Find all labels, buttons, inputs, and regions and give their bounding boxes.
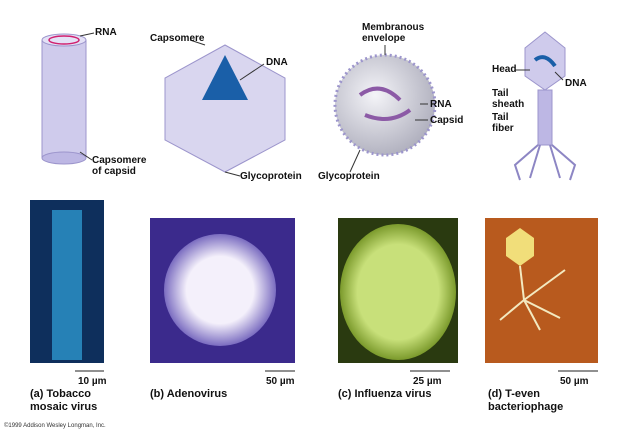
scale-label: 10 µm	[78, 376, 107, 387]
label: Tail fiber	[492, 112, 514, 134]
tmv-rod	[52, 210, 82, 360]
phage-tail	[499, 265, 566, 331]
label: RNA	[430, 99, 452, 110]
scale-label: 25 µm	[413, 376, 442, 387]
scale-label: 50 µm	[266, 376, 295, 387]
caption: (a) Tobacco mosaic virus	[30, 388, 98, 413]
phage-drawing	[513, 31, 577, 181]
label: Capsomere of capsid	[92, 155, 147, 177]
caption: (d) T-even bacteriophage	[488, 388, 564, 413]
copyright: ©1999 Addison Wesley Longman, Inc.	[4, 423, 106, 429]
label: Glycoprotein	[240, 171, 302, 182]
label: RNA	[95, 27, 117, 38]
influenza-particle	[340, 224, 456, 360]
label: DNA	[565, 78, 587, 89]
tmv-drawing	[41, 32, 95, 165]
scale-label: 50 µm	[560, 376, 589, 387]
label: Tail sheath	[492, 88, 525, 110]
phage-micrograph	[485, 218, 598, 363]
phage-head	[506, 228, 534, 266]
label: Capsomere	[150, 33, 205, 44]
adenovirus-drawing	[164, 39, 286, 177]
label: Head	[492, 64, 517, 75]
caption: (b) Adenovirus	[150, 388, 228, 400]
label: Capsid	[430, 115, 464, 126]
label: Membranous envelope	[362, 22, 425, 44]
label: DNA	[266, 57, 288, 68]
influenza-drawing	[333, 45, 437, 173]
adenovirus-particle	[164, 234, 276, 346]
label: Glycoprotein	[318, 171, 380, 182]
caption: (c) Influenza virus	[338, 388, 432, 400]
